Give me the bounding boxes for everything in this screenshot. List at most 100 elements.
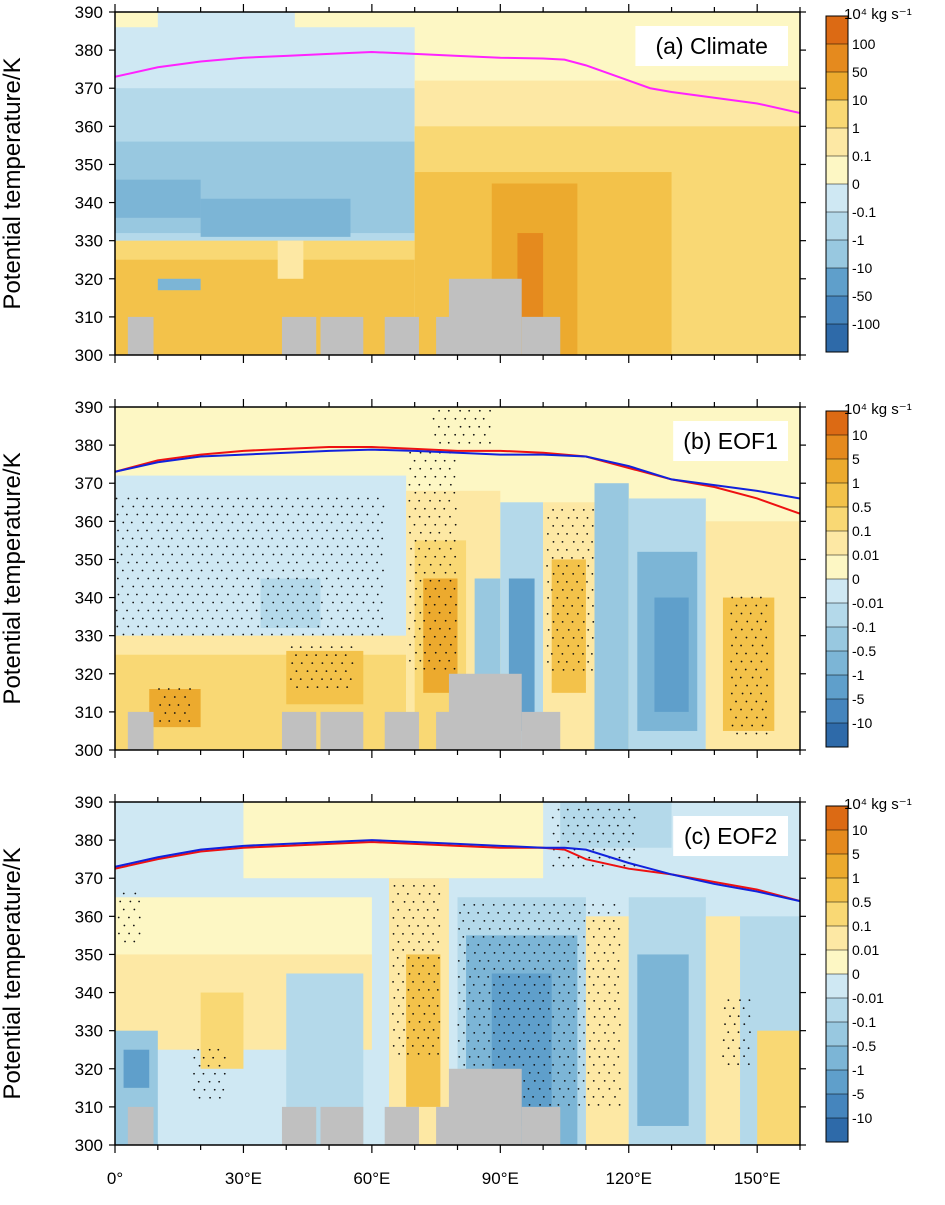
significance-dot xyxy=(197,1080,200,1083)
significance-dot xyxy=(740,708,742,711)
significance-dot xyxy=(271,569,274,572)
significance-dot xyxy=(322,633,325,636)
significance-dot xyxy=(371,505,374,508)
significance-dot xyxy=(561,557,564,559)
colorbar-segment xyxy=(826,100,848,129)
significance-dot xyxy=(492,920,495,922)
significance-dot xyxy=(307,625,310,628)
significance-dot xyxy=(547,629,550,631)
significance-dot xyxy=(572,832,575,835)
significance-dot xyxy=(542,920,545,922)
significance-dot xyxy=(377,513,380,516)
significance-dot xyxy=(582,832,585,835)
significance-dot xyxy=(428,659,431,662)
significance-dot xyxy=(533,904,536,906)
significance-dot xyxy=(218,1096,221,1099)
significance-dot xyxy=(548,960,551,962)
colorbar-label: -0.1 xyxy=(852,204,876,220)
significance-dot xyxy=(217,1048,220,1051)
significance-dot xyxy=(413,523,416,526)
significance-dot xyxy=(518,912,521,914)
significance-dot xyxy=(237,593,240,596)
significance-dot xyxy=(126,609,128,612)
significance-dot xyxy=(454,507,457,510)
significance-dot xyxy=(563,1016,565,1018)
terrain-block xyxy=(281,1106,317,1145)
significance-dot xyxy=(563,952,566,954)
significance-dot xyxy=(733,1023,736,1026)
significance-dot xyxy=(487,1024,490,1026)
significance-dot xyxy=(232,585,235,588)
significance-dot xyxy=(438,1020,441,1023)
significance-dot xyxy=(116,513,119,516)
significance-dot xyxy=(553,1080,555,1082)
significance-dot xyxy=(408,627,411,630)
significance-dot xyxy=(449,483,452,486)
significance-dot xyxy=(434,507,436,510)
significance-dot xyxy=(583,1032,585,1034)
significance-dot xyxy=(578,1056,581,1058)
significance-dot xyxy=(507,1040,510,1042)
significance-dot xyxy=(553,936,556,938)
significance-dot xyxy=(302,633,305,636)
significance-dot xyxy=(287,561,290,564)
significance-dot xyxy=(617,1056,620,1058)
significance-dot xyxy=(614,1000,616,1002)
significance-dot xyxy=(755,732,758,735)
significance-dot xyxy=(731,596,734,599)
significance-dot xyxy=(347,577,350,580)
significance-dot xyxy=(598,824,600,827)
colorbar-segment xyxy=(826,902,848,927)
significance-dot xyxy=(756,716,758,719)
significance-dot xyxy=(129,900,132,903)
significance-dot xyxy=(553,952,556,954)
significance-dot xyxy=(587,629,590,631)
significance-dot xyxy=(483,968,486,970)
significance-dot xyxy=(557,1024,560,1026)
significance-dot xyxy=(565,581,568,583)
y-tick-label: 320 xyxy=(75,1060,103,1079)
significance-dot xyxy=(332,505,335,508)
significance-dot xyxy=(748,999,751,1002)
significance-dot xyxy=(573,952,576,954)
significance-dot xyxy=(562,573,565,575)
significance-dot xyxy=(402,932,404,935)
significance-dot xyxy=(158,688,160,690)
significance-dot xyxy=(192,601,195,604)
significance-dot xyxy=(130,521,133,524)
significance-dot xyxy=(735,684,737,687)
significance-dot xyxy=(221,505,224,508)
significance-dot xyxy=(582,669,585,671)
significance-dot xyxy=(586,581,588,583)
x-tick-label: 30°E xyxy=(225,1169,262,1188)
significance-dot xyxy=(597,1088,600,1090)
significance-dot xyxy=(206,561,209,564)
significance-dot xyxy=(419,595,422,598)
colorbar-segment xyxy=(826,998,848,1023)
significance-dot xyxy=(186,513,189,516)
significance-dot xyxy=(231,521,234,524)
significance-dot xyxy=(608,976,611,978)
panel-label: (b) EOF1 xyxy=(683,428,778,454)
significance-dot xyxy=(613,1016,616,1018)
x-tick-label: 150°E xyxy=(734,1169,781,1188)
contour-band xyxy=(594,483,629,750)
significance-dot xyxy=(381,521,383,524)
significance-dot xyxy=(222,537,225,540)
significance-dot xyxy=(488,928,491,930)
significance-dot xyxy=(542,1000,545,1002)
significance-dot xyxy=(207,577,210,580)
significance-dot xyxy=(557,613,559,615)
significance-dot xyxy=(247,529,250,532)
significance-dot xyxy=(498,976,501,978)
significance-dot xyxy=(163,696,166,698)
significance-dot xyxy=(382,569,384,572)
significance-dot xyxy=(488,1008,490,1010)
significance-dot xyxy=(437,972,439,975)
significance-dot xyxy=(188,720,191,722)
significance-dot xyxy=(552,605,555,607)
significance-dot xyxy=(551,816,554,819)
significance-dot xyxy=(478,992,481,994)
colorbar-segment xyxy=(826,926,848,951)
significance-dot xyxy=(542,1080,545,1082)
